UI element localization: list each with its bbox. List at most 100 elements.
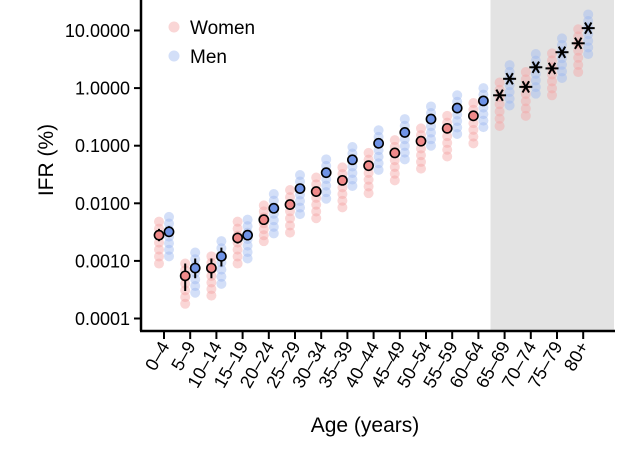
men-draw-point <box>373 125 384 136</box>
men-draw-point <box>504 87 515 98</box>
y-tick-label: 1.0000 <box>75 79 130 99</box>
women-draw-point <box>573 52 584 63</box>
women-draw-point <box>520 103 531 114</box>
women-draw-point <box>285 185 295 196</box>
men-estimate-point <box>425 113 437 125</box>
men-draw-point <box>478 115 489 126</box>
women-draw-point <box>363 181 374 192</box>
shaded-region-layer <box>490 0 614 331</box>
women-draw-point <box>363 147 374 158</box>
women-draw-point <box>285 220 295 231</box>
women-draw-point <box>442 151 453 162</box>
women-estimate-asterisk <box>493 89 507 102</box>
men-draw-point <box>583 9 594 20</box>
men-draw-point <box>583 35 594 46</box>
men-draw-point <box>295 209 305 220</box>
men-draw-point <box>373 158 384 169</box>
women-draw-point <box>389 161 400 172</box>
men-estimate-point <box>189 262 201 274</box>
women-draw-point <box>232 223 243 234</box>
men-draw-point <box>557 59 567 70</box>
men-draw-point <box>268 195 279 206</box>
women-draw-point <box>494 113 505 124</box>
men-draw-point <box>557 66 567 77</box>
women-draw-point <box>468 124 479 135</box>
men-draw-point <box>583 49 594 60</box>
legend-men-marker <box>168 50 180 62</box>
men-estimate-point <box>215 250 227 262</box>
women-estimate-point <box>441 122 453 134</box>
men-draw-point <box>242 240 253 251</box>
men-draw-point <box>530 49 541 60</box>
men-estimate-asterisk <box>503 72 517 85</box>
men-estimate-point <box>451 102 463 114</box>
men-estimate-point <box>242 229 253 241</box>
women-draw-point <box>206 251 217 262</box>
men-draw-point <box>399 114 410 125</box>
women-draw-point <box>154 237 164 248</box>
women-draw-point <box>311 213 322 224</box>
y-tick-label: 10.0000 <box>65 21 130 41</box>
men-draw-point <box>399 140 410 151</box>
men-estimate-point <box>294 183 306 194</box>
men-draw-point <box>530 75 541 86</box>
men-draw-point <box>557 72 567 83</box>
men-draw-point <box>321 154 332 165</box>
women-draw-point <box>442 131 453 142</box>
men-draw-point <box>426 134 436 145</box>
women-draw-point <box>363 174 374 185</box>
women-draw-point <box>547 83 557 94</box>
y-tick-label: 0.0100 <box>75 194 130 214</box>
men-draw-point <box>373 151 384 162</box>
men-estimate-asterisk <box>555 46 569 59</box>
men-draw-point <box>373 164 384 175</box>
men-draw-point <box>478 109 489 120</box>
men-draw-point <box>452 90 463 101</box>
axes <box>139 0 615 333</box>
men-draw-point <box>216 236 227 247</box>
women-draw-point <box>154 216 164 227</box>
men-draw-point <box>190 247 201 258</box>
men-draw-point <box>452 128 463 139</box>
women-estimate-asterisk <box>519 80 533 94</box>
women-draw-point <box>468 131 479 142</box>
women-draw-point <box>206 290 217 301</box>
women-draw-point <box>573 67 584 78</box>
women-draw-point <box>258 230 269 241</box>
women-draw-point <box>442 137 453 148</box>
men-estimate-point <box>268 202 280 214</box>
men-estimate-asterisk <box>581 21 595 35</box>
men-draw-point <box>242 221 253 232</box>
women-estimate-point <box>205 262 217 274</box>
x-tick-label: 0–4 <box>141 338 173 374</box>
women-draw-point <box>416 156 426 167</box>
women-draw-point <box>416 143 426 154</box>
men-draw-point <box>426 127 436 138</box>
women-draw-point <box>416 163 426 174</box>
women-estimate-point <box>284 199 296 210</box>
women-draw-point <box>311 172 322 183</box>
men-draw-point <box>530 88 541 99</box>
women-draw-point <box>232 244 243 255</box>
men-estimate-point <box>399 127 411 138</box>
women-draw-point <box>232 258 243 269</box>
men-estimate-point <box>477 95 489 107</box>
men-draw-point <box>321 180 332 191</box>
men-draw-point <box>242 214 253 225</box>
men-draw-point <box>504 93 515 104</box>
y-tick-label: 0.0010 <box>75 251 130 271</box>
women-draw-point <box>389 155 400 166</box>
men-draw-point <box>321 193 332 204</box>
women-draw-point <box>547 48 557 59</box>
men-draw-point <box>452 122 463 133</box>
men-draw-point <box>478 122 489 133</box>
women-draw-point <box>180 292 191 303</box>
x-ticks: 0–45–910–1415–1920–2425–2930–3435–3940–4… <box>141 331 593 391</box>
men-draw-point <box>164 238 174 249</box>
women-draw-point <box>389 135 400 146</box>
shaded-region-65plus <box>490 0 614 331</box>
women-draw-point <box>389 175 400 186</box>
men-draw-point <box>478 83 489 94</box>
women-draw-point <box>285 227 295 238</box>
